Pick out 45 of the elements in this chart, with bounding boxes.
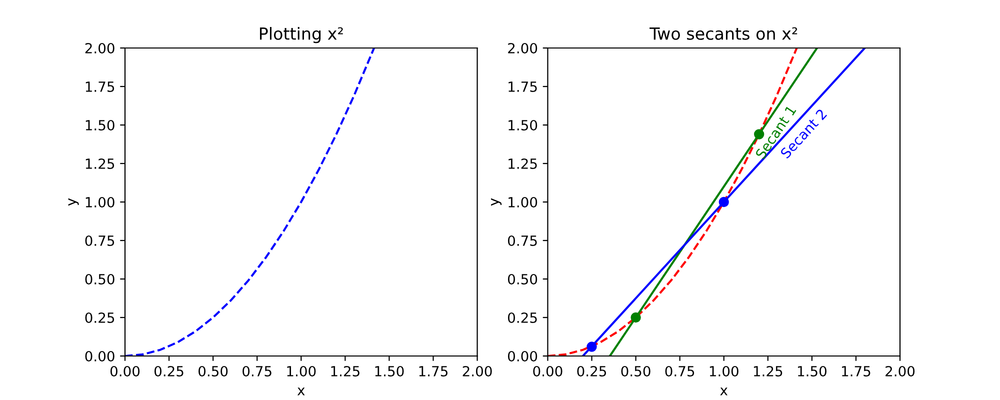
y-tick-label: 1.50 — [86, 120, 114, 130]
x-tick-label: 1.25 — [331, 366, 360, 376]
point — [630, 312, 641, 323]
y-tick-label: 1.00 — [86, 196, 114, 208]
y-tick-label: 1.75 — [86, 82, 114, 92]
y-tick-label: 0.50 — [508, 274, 538, 284]
x-axis-title: x — [720, 388, 728, 396]
x-axis-title: x — [297, 388, 305, 396]
x-tick-label: 1.50 — [798, 366, 826, 376]
x-tick-label: 0.75 — [665, 366, 694, 376]
y-tick-label: 2.00 — [85, 42, 114, 54]
chart-title: Two secants on x² — [650, 27, 798, 40]
x-tick-label: 1.75 — [842, 366, 870, 376]
x-tick-label: 0.75 — [242, 366, 272, 376]
x-tick-label: 1.00 — [287, 366, 316, 376]
y-tick-label: 0.75 — [85, 235, 114, 246]
y-tick-label: 1.75 — [508, 82, 537, 92]
y-tick-label: 0.25 — [508, 312, 537, 323]
y-tick-label: 1.25 — [86, 158, 114, 169]
x-tick-label: 1.50 — [375, 366, 404, 376]
x-tick-label: 0.25 — [577, 366, 606, 376]
y-tick-label: 1.00 — [508, 196, 538, 208]
y-tick-label: 0.00 — [85, 350, 114, 362]
x-tick-label: 1.75 — [419, 366, 448, 376]
y-tick-label: 0.25 — [85, 312, 114, 323]
x-tick-label: 0.50 — [198, 366, 228, 376]
x-tick-label: 2.00 — [886, 366, 915, 376]
chart-title: Plotting x² — [260, 27, 343, 44]
y-tick-label: 0.50 — [85, 274, 114, 284]
y-tick-label: 1.25 — [508, 158, 537, 169]
x-tick-label: 0.00 — [533, 366, 562, 376]
point — [718, 196, 729, 208]
y-tick-label: 2.00 — [508, 42, 538, 54]
x-tick-label: 2.00 — [462, 366, 492, 376]
y-tick-label: 1.50 — [508, 120, 538, 130]
y-axis-title: y — [68, 198, 79, 206]
x-tick-label: 0.00 — [110, 366, 140, 376]
point — [586, 342, 597, 352]
y-tick-label: 0.00 — [508, 350, 538, 362]
x-tick-label: 0.25 — [154, 366, 184, 376]
x-tick-label: 1.00 — [710, 366, 738, 376]
y-tick-label: 0.75 — [508, 235, 537, 246]
x-tick-label: 0.50 — [621, 366, 650, 376]
x-tick-label: 1.25 — [754, 366, 782, 376]
y-axis-title: y — [491, 198, 502, 206]
